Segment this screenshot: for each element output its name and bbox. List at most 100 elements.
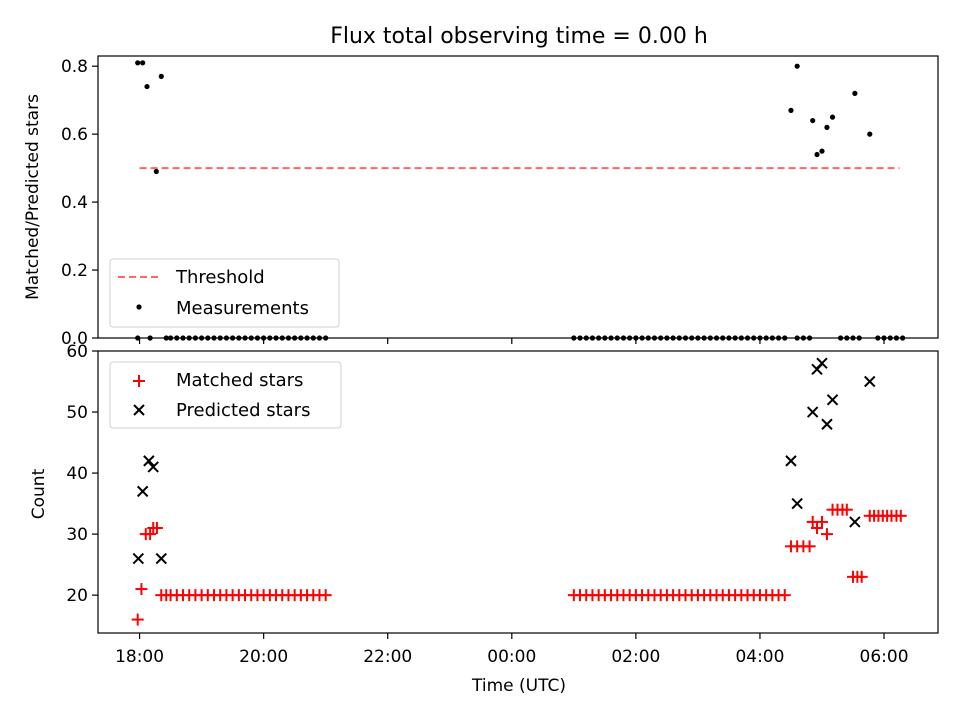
top-x-ticks xyxy=(138,338,885,344)
x-tick-label: 18:00 xyxy=(115,647,164,667)
measurement-point xyxy=(852,90,858,96)
measurement-point xyxy=(323,335,329,341)
legend-measurements-swatch xyxy=(136,304,142,310)
measurement-point xyxy=(602,335,608,341)
predicted-star-point xyxy=(826,394,839,406)
measurement-point xyxy=(577,335,583,341)
measurement-point xyxy=(620,335,627,341)
measurement-point xyxy=(596,335,602,341)
measurement-point xyxy=(738,335,744,341)
measurement-point xyxy=(267,335,273,341)
predicted-star-b xyxy=(806,406,819,418)
measurement-point xyxy=(230,335,236,341)
predicted-star-point xyxy=(143,455,155,467)
measurement-point xyxy=(676,335,682,341)
measurement-point xyxy=(199,335,205,341)
measurement-point xyxy=(720,335,726,341)
measurement-point xyxy=(205,335,211,341)
predicted-star-point xyxy=(791,497,803,510)
matched-star-point xyxy=(840,503,853,516)
measurement-point xyxy=(223,335,230,341)
predicted-star-point xyxy=(147,461,159,473)
measurement-point xyxy=(167,335,174,341)
y-tick-label: 60 xyxy=(66,342,88,362)
measurement-point xyxy=(192,335,199,341)
bottom-legend: Matched stars Predicted stars xyxy=(109,361,342,429)
predicted-star-b xyxy=(136,485,149,498)
y-tick-label: 0.2 xyxy=(61,261,88,281)
measurement-point xyxy=(814,151,820,158)
measurement-point xyxy=(713,335,720,341)
measurement-point xyxy=(837,335,844,341)
x-tick-label: 02:00 xyxy=(611,647,660,667)
measurement-point xyxy=(589,335,596,341)
x-tick-label: 06:00 xyxy=(860,647,909,667)
bottom-y-axis-label: Count xyxy=(29,468,49,519)
matched-star-point xyxy=(811,522,824,535)
predicted-star-point xyxy=(785,455,797,467)
legend-threshold-label: Threshold xyxy=(175,267,265,288)
predicted-star-b xyxy=(155,552,167,565)
x-tick-label: 00:00 xyxy=(487,647,536,667)
predicted-star-point xyxy=(864,375,876,388)
y-tick-label: 20 xyxy=(66,586,88,606)
predicted-star-point xyxy=(806,406,819,418)
measurement-point xyxy=(248,335,254,341)
measurement-point xyxy=(279,335,285,341)
x-tick-label: 20:00 xyxy=(239,647,288,667)
legend-matched-swatch xyxy=(133,375,145,387)
measurement-point xyxy=(707,335,713,341)
top-marks xyxy=(135,60,906,341)
x-tick-label: 04:00 xyxy=(735,647,784,667)
predicted-star-point xyxy=(132,552,145,565)
matched-star-point xyxy=(855,570,868,583)
measurement-point xyxy=(316,335,323,341)
measurement-point xyxy=(144,83,150,90)
measurement-point xyxy=(304,335,310,341)
measurement-point xyxy=(689,335,695,341)
measurement-point xyxy=(158,73,164,79)
measurement-point xyxy=(900,335,906,341)
predicted-star-point xyxy=(136,485,149,498)
measurement-point xyxy=(744,335,751,341)
y-tick-label: 50 xyxy=(66,403,88,423)
measurement-point xyxy=(236,335,242,341)
measurement-point xyxy=(310,335,316,341)
measurement-point xyxy=(856,335,862,341)
measurement-point xyxy=(788,107,794,113)
measurement-point xyxy=(867,131,873,137)
bottom-y-ticks: 20 30 40 50 60 xyxy=(66,342,98,606)
matched-star-point xyxy=(894,509,907,522)
measurement-point xyxy=(292,335,298,341)
measurement-point xyxy=(140,60,146,66)
measurement-point xyxy=(794,335,800,341)
measurement-point xyxy=(806,335,813,341)
top-panel: 0.00.20.40.60.8 Matched/Predicted stars … xyxy=(23,55,939,349)
measurement-point xyxy=(810,117,816,124)
measurement-point xyxy=(893,335,900,341)
measurement-point xyxy=(153,168,159,175)
measurement-point xyxy=(670,335,676,341)
matched-star-point xyxy=(319,589,332,602)
predicted-star-b xyxy=(826,394,839,406)
chart-title: Flux total observing time = 0.00 h xyxy=(330,24,708,49)
measurement-point xyxy=(639,335,645,341)
predicted-star-point xyxy=(821,418,833,430)
bottom-panel: 20 30 40 50 60 18:00 20:00 22:00 00:00 02:00 04:0… xyxy=(29,342,939,696)
measurement-point xyxy=(242,335,248,341)
top-legend: Threshold Measurements xyxy=(109,258,340,328)
top-legend-box xyxy=(109,258,340,328)
matched-star-point xyxy=(803,540,816,553)
matched-star-point xyxy=(135,583,148,596)
measurement-point xyxy=(583,335,589,341)
measurement-point xyxy=(658,335,664,341)
measurement-point xyxy=(186,335,192,341)
bottom-marks xyxy=(131,357,907,626)
predicted-star-b xyxy=(816,357,828,369)
measurement-point xyxy=(824,124,830,130)
measurement-point xyxy=(794,63,800,69)
y-tick-label: 40 xyxy=(66,464,88,484)
matched-star-point xyxy=(820,528,833,541)
measurement-point xyxy=(775,335,782,341)
